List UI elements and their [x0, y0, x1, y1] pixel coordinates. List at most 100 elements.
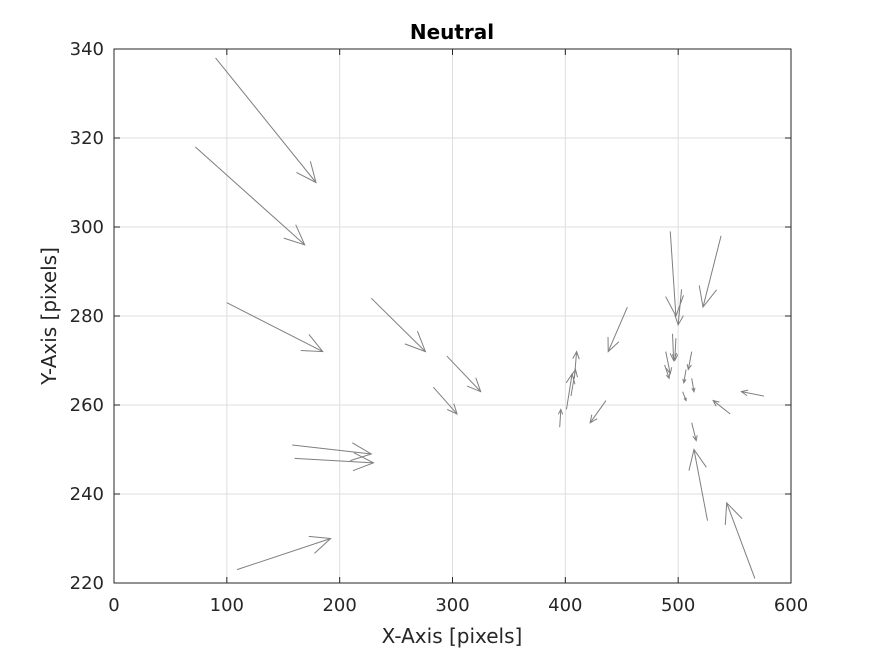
arrow-shaft: [691, 422, 697, 441]
arrow-head: [682, 378, 687, 384]
arrow-head: [665, 367, 673, 376]
arrow-shaft: [664, 364, 670, 379]
arrow-head: [740, 389, 749, 397]
quiver-arrow: [194, 146, 306, 246]
quiver-arrow: [682, 369, 687, 384]
arrow-shaft: [726, 502, 756, 579]
arrow-head: [296, 161, 317, 184]
arrow-head: [350, 442, 373, 462]
quiver-arrow: [688, 448, 708, 521]
x-tick-label: 0: [108, 595, 119, 616]
arrow-head: [557, 408, 564, 415]
quiver-arrow: [294, 452, 375, 472]
quiver-arrow: [740, 389, 765, 397]
quiver-arrow: [589, 400, 607, 424]
quiver-arrow: [664, 364, 671, 380]
arrow-shaft: [687, 351, 693, 370]
quiver-arrow: [682, 391, 687, 402]
y-tick-label: 300: [70, 217, 104, 238]
arrow-head: [466, 377, 482, 393]
quiver-arrow: [686, 351, 693, 371]
arrow-shaft: [236, 538, 331, 571]
arrow-head: [352, 452, 375, 472]
x-tick-label: 100: [210, 595, 244, 616]
arrow-shaft: [669, 231, 677, 317]
quiver-arrow: [432, 386, 458, 415]
arrow-shaft: [691, 378, 695, 392]
y-tick-label: 320: [70, 128, 104, 149]
arrow-head: [688, 448, 707, 471]
quiver-arrow: [671, 338, 679, 362]
y-tick-label: 260: [70, 395, 104, 416]
arrow-shaft: [702, 235, 722, 308]
y-tick-label: 280: [70, 306, 104, 327]
quiver-arrow: [607, 306, 628, 353]
quiver-arrow: [557, 408, 564, 428]
arrow-shaft: [194, 146, 306, 246]
y-axis-label: Y-Axis [pixels]: [37, 247, 61, 386]
quiver-arrow: [236, 535, 332, 571]
arrow-shaft: [573, 351, 578, 379]
quiver-arrow: [226, 302, 324, 353]
y-tick-label: 240: [70, 484, 104, 505]
arrow-head: [691, 387, 696, 393]
arrow-shaft: [674, 338, 677, 361]
arrow-head: [665, 295, 684, 318]
arrow-shaft: [432, 386, 458, 415]
arrow-shaft: [665, 351, 671, 374]
arrow-shaft: [565, 373, 573, 410]
grid-lines: [114, 49, 791, 583]
arrow-shaft: [693, 449, 708, 521]
quiver-arrow: [712, 399, 731, 415]
quiver-arrow: [215, 57, 317, 184]
arrow-shaft: [294, 457, 374, 464]
arrow-head: [447, 403, 458, 415]
chart-title: Neutral: [410, 20, 494, 44]
quiver-arrow: [698, 235, 722, 309]
arrow-head: [692, 435, 698, 442]
x-tick-label: 200: [322, 595, 356, 616]
arrow-head: [607, 337, 620, 353]
arrow-shaft: [683, 369, 687, 383]
arrow-head: [300, 334, 324, 353]
arrows: [194, 57, 765, 579]
arrow-head: [665, 374, 671, 380]
x-axis-label: X-Axis [pixels]: [382, 624, 523, 648]
arrow-head: [283, 224, 306, 246]
arrow-head: [308, 535, 332, 554]
arrow-head: [669, 352, 678, 362]
arrow-shaft: [226, 302, 323, 353]
y-tick-label: 340: [70, 39, 104, 60]
arrow-shaft: [741, 391, 765, 397]
x-tick-label: 300: [435, 595, 469, 616]
quiver-arrow: [691, 422, 698, 442]
quiver-arrow: [446, 355, 482, 393]
arrow-head: [698, 285, 718, 309]
arrow-shaft: [712, 400, 731, 415]
arrow-shaft: [370, 297, 426, 352]
arrow-head: [686, 363, 692, 371]
arrow-head: [674, 314, 684, 327]
arrow-shaft: [682, 391, 687, 401]
x-tick-label: 400: [548, 595, 582, 616]
arrow-head: [724, 501, 743, 525]
quiver-arrow: [691, 378, 696, 393]
quiver-arrow: [292, 442, 373, 462]
arrow-shaft: [559, 409, 562, 428]
arrow-shaft: [589, 400, 607, 424]
quiver-arrow: [665, 351, 673, 376]
arrow-shaft: [292, 444, 372, 455]
quiver-arrow: [572, 350, 580, 379]
ticks: 0 100 200 300 400 500 600 220 240 260 280 300 320 340: [70, 39, 809, 616]
x-tick-label: 500: [661, 595, 695, 616]
y-tick-label: 220: [70, 573, 104, 594]
arrow-shaft: [446, 355, 482, 392]
quiver-arrow: [665, 231, 684, 318]
arrow-head: [683, 397, 687, 402]
quiver-arrow: [370, 297, 427, 353]
arrow-shaft: [215, 57, 317, 183]
arrow-head: [671, 354, 679, 362]
arrow-head: [712, 399, 720, 407]
arrow-head: [572, 350, 580, 360]
